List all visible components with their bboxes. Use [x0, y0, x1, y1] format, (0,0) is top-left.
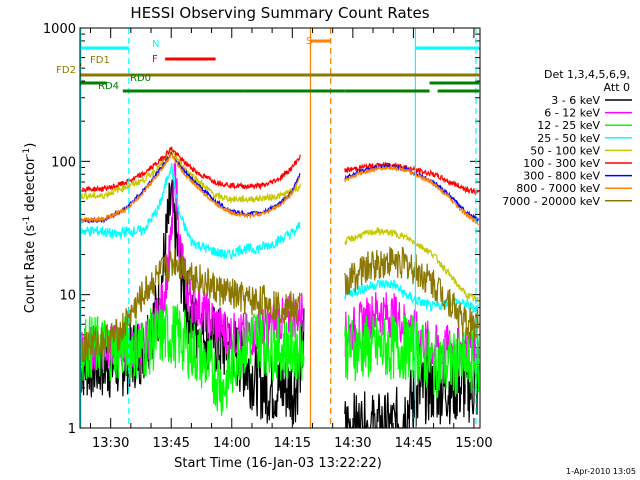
- plot-area: 1 10 100 1000 13:30 13:45 14:00 14:15 14:30 14:45…: [43, 22, 493, 451]
- y-tick-label: 1000: [43, 22, 76, 37]
- x-tick-label: 15:00: [455, 436, 492, 451]
- x-axis-label: Start Time (16-Jan-03 13:22:22): [174, 456, 382, 471]
- series-line-12-25-kev: [79, 303, 305, 416]
- y-tick-label: 10: [59, 289, 76, 304]
- legend-label-6-12-kev: 6 - 12 keV: [544, 107, 600, 120]
- y-label-end: ): [23, 143, 38, 148]
- series-line-800-7000-kev-b: [344, 163, 479, 226]
- legend-label-7000-20000-kev: 7000 - 20000 keV: [502, 195, 600, 208]
- flag-label-f: F: [152, 54, 158, 65]
- legend-label-100-300-kev: 100 - 300 keV: [523, 157, 600, 170]
- legend-header-line-2: Att 0: [604, 81, 630, 94]
- y-tick-label: 1: [68, 422, 76, 437]
- legend-label-50-100-kev: 50 - 100 keV: [530, 144, 600, 157]
- y-label-exp2: -1: [22, 148, 32, 157]
- legend-label-3-6-kev: 3 - 6 keV: [551, 94, 600, 107]
- series-line-50-100-kev: [79, 148, 301, 205]
- series-line-7000-20000-kev: [79, 248, 301, 363]
- y-label-main: Count Rate (s: [23, 225, 38, 314]
- series-line-7000-20000-kev-b: [344, 246, 480, 341]
- x-tick-label: 13:30: [92, 436, 129, 451]
- flag-label-fd1: FD1: [90, 55, 110, 66]
- series-line-25-50-kev: [79, 162, 301, 260]
- y-label-mid: detector: [23, 156, 38, 216]
- flag-label-rd4: RD4: [98, 81, 119, 92]
- series-line-12-25-kev-b: [344, 314, 480, 400]
- chart-title: HESSI Observing Summary Count Rates: [130, 4, 429, 22]
- legend-label-25-50-kev: 25 - 50 keV: [537, 132, 600, 145]
- flag-label-n: N: [152, 39, 159, 50]
- flag-label-fd2: FD2: [56, 65, 76, 76]
- x-tick-label: 13:45: [152, 436, 189, 451]
- x-tick-label: 14:00: [213, 436, 250, 451]
- series-line-25-50-kev-b: [344, 278, 479, 313]
- series-line-3-6-kev-b: [344, 350, 480, 429]
- y-axis-label: Count Rate (s-1 detector-1): [22, 143, 38, 314]
- series-line-800-7000-kev: [80, 153, 301, 224]
- y-tick-label: 100: [51, 155, 76, 170]
- legend-label-800-7000-kev: 800 - 7000 keV: [516, 182, 600, 195]
- plot-frame: [79, 27, 481, 429]
- flag-label-rd0: RD0: [130, 73, 151, 84]
- legend-header-line-1: Det 1,3,4,5,6,9,: [544, 68, 630, 81]
- flag-label-s: S: [306, 36, 312, 47]
- x-tick-label: 14:15: [274, 436, 311, 451]
- y-label-exp1: -1: [22, 216, 32, 225]
- series-line-50-100-kev-b: [344, 227, 480, 303]
- x-tick-label: 14:45: [395, 436, 432, 451]
- footer-date: 1-Apr-2010 13:05: [566, 467, 636, 476]
- x-tick-label: 14:30: [334, 436, 371, 451]
- series-line-100-300-kev: [79, 146, 301, 194]
- legend-label-300-800-kev: 300 - 800 keV: [523, 170, 600, 183]
- legend-label-12-25-kev: 12 - 25 keV: [537, 119, 600, 132]
